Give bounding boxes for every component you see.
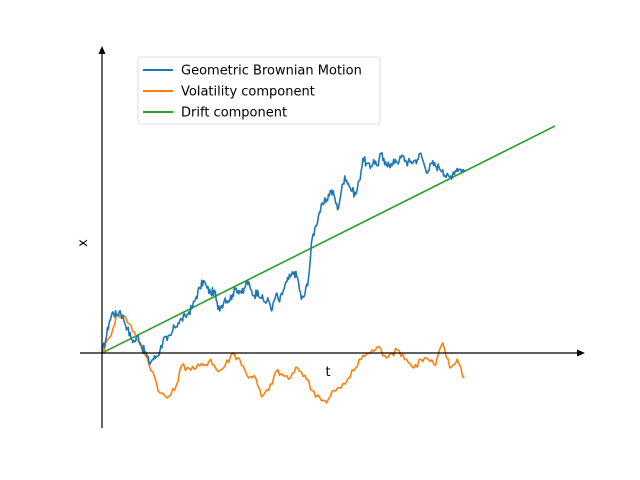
legend: Geometric Brownian Motion Volatility comp… (137, 56, 381, 125)
series-line-2 (101, 125, 556, 354)
y-axis-label: x (76, 239, 91, 247)
axes: t x (76, 46, 585, 428)
series-line-0 (101, 152, 466, 365)
x-axis-arrow-icon (577, 349, 585, 357)
legend-items: Geometric Brownian Motion Volatility comp… (143, 64, 362, 121)
y-axis-arrow-icon (98, 46, 106, 54)
x-axis-label: t (325, 365, 330, 380)
legend-frame (137, 56, 381, 125)
legend-label-0: Geometric Brownian Motion (181, 64, 362, 79)
legend-label-2: Drift component (181, 106, 287, 121)
legend-label-1: Volatility component (181, 85, 315, 100)
series-line-1 (101, 312, 465, 404)
plot-area (101, 125, 556, 404)
